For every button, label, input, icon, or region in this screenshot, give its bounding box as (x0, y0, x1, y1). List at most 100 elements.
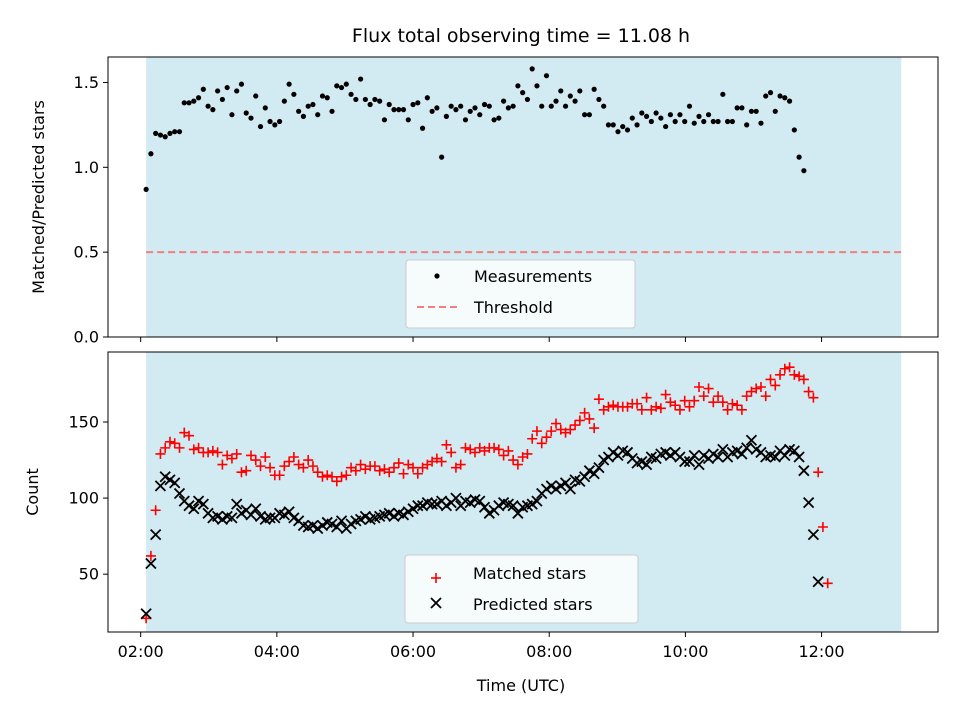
matched-star-point (436, 456, 447, 467)
predicted-star-point (741, 442, 753, 454)
matched-star-point (460, 442, 471, 453)
measurement-point (591, 86, 597, 92)
predicted-star-point (812, 576, 824, 588)
matched-star-point (193, 442, 204, 453)
matched-star-point (155, 448, 166, 459)
measurement-point (734, 105, 740, 111)
measurement-point (548, 103, 554, 109)
matched-star-point (160, 442, 171, 453)
ratio-legend: Measurements Threshold (405, 259, 636, 329)
matched-star-point (260, 452, 271, 462)
matched-star-point (446, 447, 457, 458)
measurement-point (248, 115, 254, 121)
measurement-point (596, 96, 602, 103)
legend-matched-label: Matched stars (473, 564, 586, 583)
matched-star-point (441, 439, 452, 450)
measurement-point (229, 112, 235, 118)
x-tick-label: 02:00 (118, 642, 164, 661)
measurement-point (319, 93, 326, 99)
matched-star-point (512, 459, 523, 470)
matched-star-point (408, 462, 419, 473)
measurement-point (348, 91, 354, 97)
matched-star-point (374, 465, 385, 476)
measurement-point (305, 103, 311, 109)
measurement-point (672, 118, 678, 125)
matched-star-point (317, 471, 328, 482)
matched-star-point (684, 401, 695, 412)
matched-star-point (393, 458, 404, 469)
x-tick-label: 08:00 (526, 642, 572, 661)
measurement-point (729, 118, 735, 125)
measurement-point (439, 154, 445, 160)
measurement-point (143, 186, 149, 192)
predicted-star-point (745, 434, 758, 446)
matched-star-point (765, 374, 776, 385)
measurement-point (682, 118, 688, 125)
measurement-point (415, 100, 421, 106)
matched-star-point (284, 456, 295, 467)
measurement-point (419, 125, 426, 131)
ratio-y-tick-label: 0.5 (74, 243, 99, 262)
predicted-star-point (426, 498, 438, 510)
predicted-star-point (335, 515, 348, 527)
measurement-point (353, 96, 359, 103)
legend-predicted-marker (430, 597, 442, 609)
matched-star-point (298, 462, 309, 473)
measurement-point (686, 103, 693, 109)
matched-star-point (822, 578, 833, 589)
predicted-star-point (283, 506, 295, 518)
matched-star-point (632, 398, 643, 409)
predicted-star-point (736, 448, 748, 460)
matched-star-point (813, 467, 824, 478)
matched-star-point (312, 467, 323, 478)
measurement-point (624, 127, 631, 133)
x-tick-label: 06:00 (390, 642, 436, 661)
matched-star-point (574, 415, 585, 426)
measurement-point (748, 108, 755, 114)
predicted-star-point (264, 512, 276, 524)
count-y-ticks: 50 100 150 (68, 413, 108, 584)
matched-star-point (670, 400, 681, 411)
matched-star-point (593, 394, 604, 405)
measurement-point (324, 95, 330, 101)
measurement-point (405, 117, 411, 123)
matched-star-point (536, 438, 547, 449)
measurement-point (496, 115, 502, 121)
matched-star-point (226, 453, 237, 464)
predicted-star-point (197, 498, 209, 510)
matched-star-point (508, 455, 519, 466)
measurement-point (758, 120, 764, 126)
legend-measurements-marker (434, 273, 440, 279)
predicted-star-point (588, 468, 600, 480)
legend-matched-marker (431, 573, 441, 583)
measurement-point (424, 95, 430, 101)
measurement-point (219, 96, 225, 103)
matched-star-point (584, 413, 595, 424)
legend-predicted-label: Predicted stars (473, 595, 593, 614)
measurement-point (334, 83, 340, 89)
measurement-point (705, 112, 712, 118)
measurement-point (443, 113, 450, 119)
measurement-point (267, 118, 273, 125)
predicted-star-point (621, 446, 634, 459)
predicted-star-point (226, 512, 238, 524)
ratio-panel: 0.0 0.5 1.0 1.5 Matched/Predicted stars Mea… (29, 56, 939, 347)
matched-star-point (803, 386, 814, 397)
measurement-point (291, 91, 297, 97)
count-y-axis-label: Count (23, 468, 42, 516)
measurement-point (786, 98, 793, 104)
predicted-star-point (150, 528, 162, 541)
legend-measurements-label: Measurements (474, 267, 592, 286)
measurement-point (572, 98, 578, 104)
measurement-point (176, 129, 183, 135)
predicted-star-point (173, 487, 186, 500)
measurement-point (791, 127, 797, 133)
measurement-point (472, 105, 478, 111)
measurement-point (796, 154, 802, 160)
matched-star-point (341, 470, 352, 481)
predicted-star-point (145, 557, 157, 570)
matched-star-point (236, 467, 247, 478)
measurement-point (505, 105, 511, 111)
measurement-point (315, 112, 321, 118)
matched-star-point (655, 403, 666, 414)
